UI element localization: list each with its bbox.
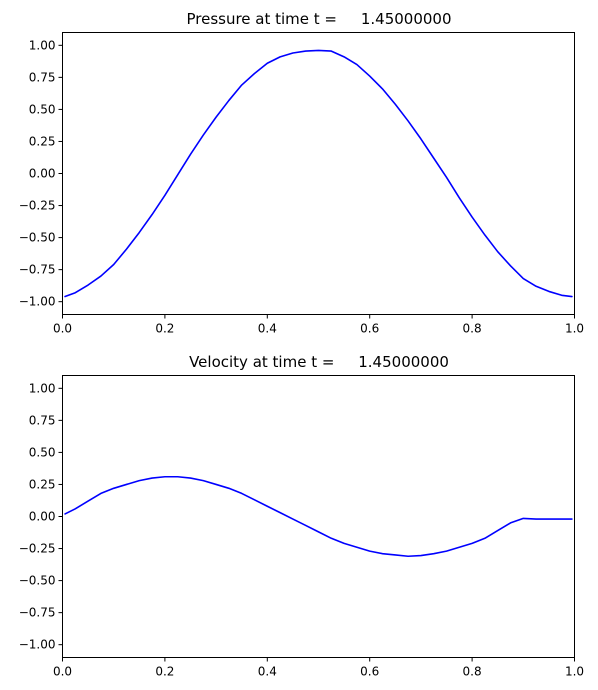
velocity-y-tick-label: −0.50 [19, 574, 56, 588]
velocity-x-tick-label: 1.0 [565, 665, 584, 679]
velocity-x-tick-label: 0.6 [360, 665, 379, 679]
velocity-y-tick-label: 0.25 [29, 477, 56, 491]
pressure-y-tick-label: 0.75 [29, 70, 56, 84]
velocity-y-tick-label: 0.50 [29, 445, 56, 459]
pressure-y-tick-label: −1.00 [19, 295, 56, 309]
pressure-y-tick-label: 1.00 [29, 38, 56, 52]
velocity-y-tick-label: −0.75 [19, 606, 56, 620]
velocity-x-tick-label: 0.8 [463, 665, 482, 679]
pressure-x-tick-label: 0.2 [155, 322, 174, 336]
pressure-x-tick-label: 0.0 [53, 322, 72, 336]
pressure-y-tick-label: −0.50 [19, 231, 56, 245]
velocity-x-tick-label: 0.2 [155, 665, 174, 679]
pressure-chart-title: Pressure at time t = 1.45000000 [186, 10, 451, 28]
velocity-y-tick-label: 0.00 [29, 510, 56, 524]
pressure-y-tick-label: −0.25 [19, 199, 56, 213]
velocity-y-tick-label: 0.75 [29, 413, 56, 427]
velocity-x-tick-label: 0.0 [53, 665, 72, 679]
velocity-x-tick-label: 0.4 [258, 665, 277, 679]
velocity-plot-frame [62, 375, 575, 658]
velocity-series-line [64, 475, 573, 558]
velocity-chart: Velocity at time t = 1.45000000 0.0 0.2 0.… [19, 353, 584, 679]
pressure-chart: Pressure at time t = 1.45000000 0.0 0.2 0.… [19, 10, 584, 336]
pressure-x-tick-label: 1.0 [565, 322, 584, 336]
pressure-y-tick-label: 0.50 [29, 102, 56, 116]
velocity-y-tick-label: −1.00 [19, 638, 56, 652]
pressure-plot-frame [62, 32, 575, 315]
pressure-y-tick-label: 0.00 [29, 167, 56, 181]
pressure-y-tick-label: 0.25 [29, 134, 56, 148]
pressure-x-tick-label: 0.6 [360, 322, 379, 336]
pressure-x-tick-label: 0.4 [258, 322, 277, 336]
velocity-y-tick-label: −0.25 [19, 542, 56, 556]
velocity-chart-title: Velocity at time t = 1.45000000 [189, 353, 449, 371]
velocity-y-tick-label: 1.00 [29, 381, 56, 395]
pressure-series-line [64, 49, 573, 298]
pressure-y-tick-label: −0.75 [19, 263, 56, 277]
pressure-x-tick-label: 0.8 [463, 322, 482, 336]
